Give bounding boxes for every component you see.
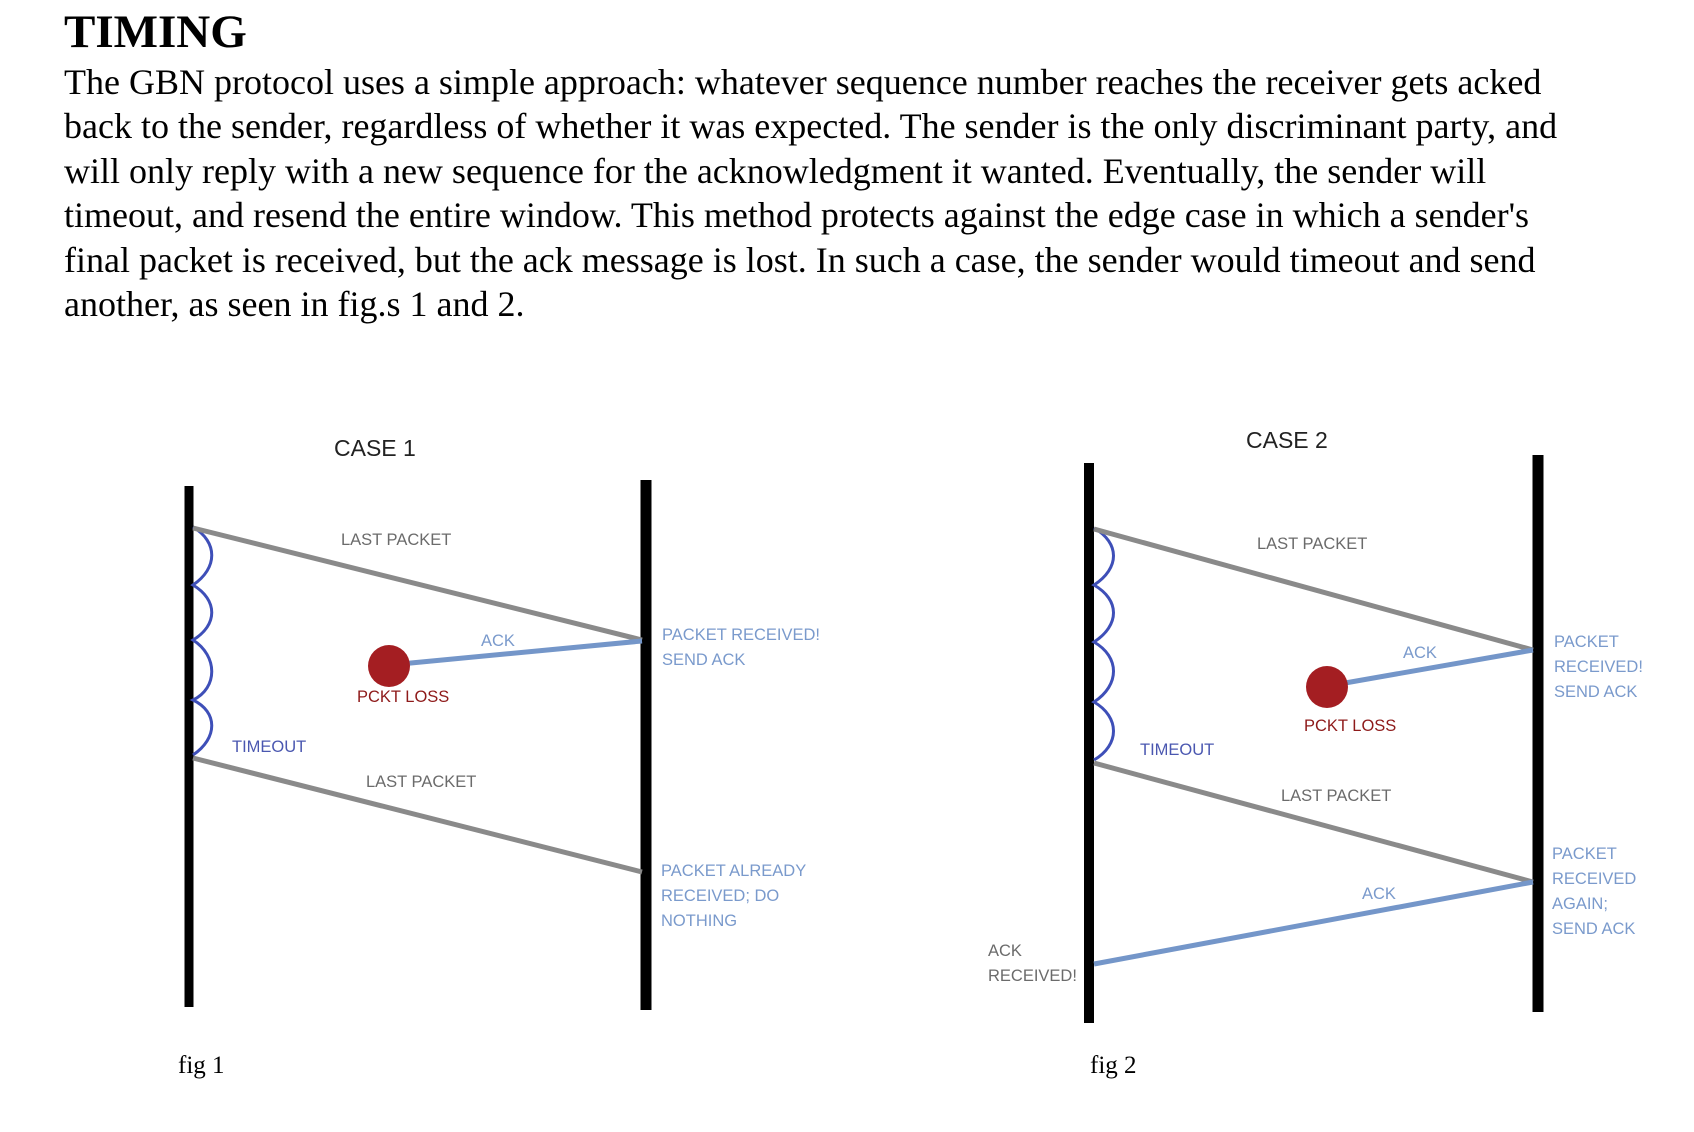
fig2-timeout-label: TIMEOUT: [1140, 741, 1214, 759]
fig2-timer-wave: [1091, 526, 1115, 762]
fig2-packet-loss-marker: [1306, 666, 1348, 708]
fig2-ack-label: ACK: [1403, 644, 1437, 662]
fig2-ack-received-label: ACK: [988, 942, 1022, 960]
fig2-received-again-label: RECEIVED: [1552, 870, 1636, 888]
paragraph-line: The GBN protocol uses a simple approach:…: [64, 62, 1542, 102]
fig2-caption: fig 2: [1090, 1052, 1137, 1079]
fig2-received-again-label: SEND ACK: [1552, 920, 1635, 938]
paragraph-line: another, as seen in fig.s 1 and 2.: [64, 284, 525, 325]
fig2-ack-2-label: ACK: [1362, 885, 1396, 903]
fig2-last-packet-2-label: LAST PACKET: [1281, 787, 1391, 805]
fig1-already-received-label: RECEIVED; DO: [661, 887, 779, 905]
fig2-ack-arrow: [1327, 647, 1534, 689]
fig2-packet-received-label: RECEIVED!: [1554, 658, 1643, 676]
fig1-ack-arrow: [389, 638, 643, 668]
fig1-last-packet-arrow: [192, 525, 643, 643]
fig1-resent-packet-arrow: [192, 755, 643, 875]
fig1-timer-wave: [189, 525, 214, 757]
fig1-packet-loss-marker: [368, 645, 410, 687]
fig1-packet-received-label: PACKET RECEIVED!: [662, 626, 820, 644]
fig2-ack-return-arrow: [1093, 879, 1534, 967]
figure-2: CASE 2 LAST PACKET ACK PCKT LOSS PACKET …: [988, 427, 1643, 1079]
fig2-last-packet-arrow: [1093, 526, 1534, 653]
paragraph-line: timeout, and resend the entire window. T…: [64, 195, 1530, 236]
section-heading: TIMING: [64, 6, 247, 58]
fig1-ack-label: ACK: [481, 632, 515, 650]
fig2-received-again-label: PACKET: [1552, 845, 1617, 863]
fig2-pckt-loss-label: PCKT LOSS: [1304, 717, 1396, 735]
paragraph-line: back to the sender, regardless of whethe…: [64, 106, 1558, 147]
fig1-last-packet-label: LAST PACKET: [341, 531, 451, 549]
fig1-case-title: CASE 1: [334, 435, 416, 461]
fig2-case-title: CASE 2: [1246, 427, 1328, 453]
fig1-last-packet-2-label: LAST PACKET: [366, 773, 476, 791]
fig1-send-ack-label: SEND ACK: [662, 651, 745, 669]
fig2-last-packet-label: LAST PACKET: [1257, 535, 1367, 553]
fig1-caption: fig 1: [178, 1052, 225, 1079]
body-paragraph: The GBN protocol uses a simple approach:…: [64, 60, 1689, 326]
fig1-timeout-label: TIMEOUT: [232, 738, 306, 756]
fig2-received-again-label: AGAIN;: [1552, 895, 1608, 913]
fig1-already-received-label: PACKET ALREADY: [661, 862, 806, 880]
fig2-ack-received-label: RECEIVED!: [988, 967, 1077, 985]
fig2-resent-packet-arrow: [1093, 760, 1534, 885]
paragraph-line: will only reply with a new sequence for …: [64, 150, 1487, 191]
figure-1: CASE 1 LAST PACKET ACK PCKT LOSS PACKET …: [178, 435, 820, 1079]
fig1-pckt-loss-label: PCKT LOSS: [357, 688, 449, 706]
fig2-packet-received-label: SEND ACK: [1554, 683, 1637, 701]
fig2-packet-received-label: PACKET: [1554, 633, 1619, 651]
paragraph-line: final packet is received, but the ack me…: [64, 239, 1536, 280]
fig1-already-received-label: NOTHING: [661, 912, 737, 930]
